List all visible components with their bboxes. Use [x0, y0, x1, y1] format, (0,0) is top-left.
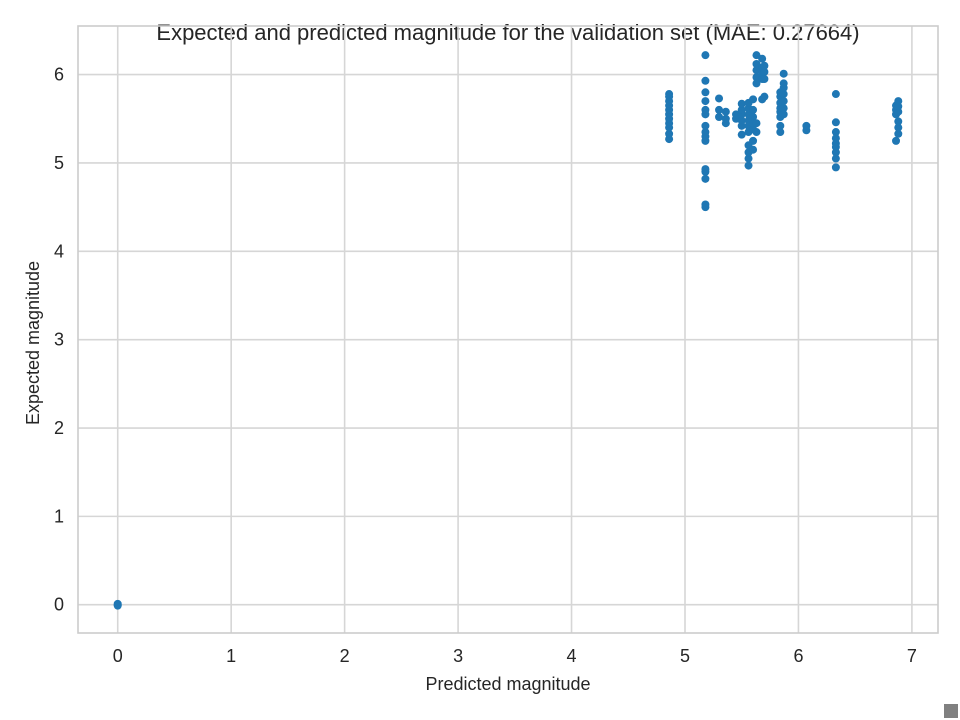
scatter-point	[701, 128, 710, 137]
scatter-point	[758, 54, 767, 63]
scatter-point	[721, 107, 730, 116]
scatter-point	[721, 114, 730, 123]
scatter-point	[802, 121, 811, 130]
window-corner-icon	[944, 704, 958, 718]
scatter-point	[779, 104, 788, 113]
scatter-point	[779, 110, 788, 119]
y-tick-label: 3	[54, 330, 64, 350]
scatter-point	[701, 121, 710, 130]
scatter-point	[760, 67, 769, 76]
x-tick-label: 2	[340, 646, 350, 666]
scatter-point	[894, 123, 903, 132]
x-tick-label: 0	[113, 646, 123, 666]
x-axis-label: Predicted magnitude	[425, 674, 590, 694]
scatter-point	[749, 105, 758, 114]
scatter-point	[779, 79, 788, 88]
scatter-point	[894, 97, 903, 106]
scatter-point	[665, 129, 674, 138]
scatter-point	[831, 154, 840, 163]
y-tick-label: 0	[54, 595, 64, 615]
scatter-point	[737, 116, 746, 125]
scatter-point	[715, 113, 724, 122]
scatter-point	[779, 69, 788, 78]
scatter-point	[701, 76, 710, 85]
scatter-point	[744, 161, 753, 170]
x-tick-label: 4	[567, 646, 577, 666]
scatter-point	[715, 94, 724, 103]
scatter-point	[776, 128, 785, 137]
scatter-point	[113, 601, 122, 610]
scatter-point	[732, 110, 741, 119]
scatter-point	[760, 75, 769, 84]
scatter-point	[752, 119, 761, 128]
scatter-point	[744, 154, 753, 163]
scatter-point	[752, 79, 761, 88]
scatter-point	[779, 97, 788, 106]
scatter-point	[701, 88, 710, 97]
x-tick-label: 1	[226, 646, 236, 666]
scatter-point	[760, 92, 769, 101]
scatter-point	[665, 90, 674, 99]
y-tick-label: 5	[54, 153, 64, 173]
y-tick-label: 1	[54, 506, 64, 526]
scatter-point	[749, 136, 758, 145]
grid-lines	[78, 26, 938, 633]
scatter-point	[737, 130, 746, 139]
scatter-point	[831, 134, 840, 143]
scatter-point	[737, 99, 746, 108]
scatter-point	[749, 113, 758, 122]
x-tick-label: 5	[680, 646, 690, 666]
scatter-point	[760, 61, 769, 70]
scatter-point	[701, 97, 710, 106]
data-points	[113, 51, 903, 610]
scatter-point	[701, 174, 710, 183]
y-tick-label: 6	[54, 65, 64, 85]
scatter-point	[701, 165, 710, 174]
chart-title: Expected and predicted magnitude for the…	[156, 20, 859, 45]
y-axis-label: Expected magnitude	[23, 261, 43, 425]
y-tick-label: 4	[54, 241, 64, 261]
scatter-point	[701, 51, 710, 60]
scatter-point	[894, 117, 903, 126]
scatter-point	[831, 90, 840, 99]
scatter-point	[749, 95, 758, 104]
scatter-point	[779, 90, 788, 99]
scatter-point	[831, 118, 840, 127]
scatter-point	[701, 200, 710, 209]
x-tick-label: 6	[793, 646, 803, 666]
scatter-point	[737, 105, 746, 114]
y-tick-label: 2	[54, 418, 64, 438]
scatter-point	[701, 105, 710, 114]
scatter-point	[752, 128, 761, 137]
scatter-point	[715, 105, 724, 114]
scatter-point	[831, 163, 840, 172]
scatter-point	[892, 136, 901, 145]
x-tick-label: 3	[453, 646, 463, 666]
tick-labels: 0 1 2 3 4 5 6 7 0 1 2 3 4 5 6	[54, 65, 917, 666]
scatter-point	[749, 145, 758, 154]
scatter-point	[776, 121, 785, 130]
scatter-point	[894, 129, 903, 138]
x-tick-label: 7	[907, 646, 917, 666]
scatter-point	[831, 128, 840, 137]
plot-frame	[77, 25, 939, 634]
